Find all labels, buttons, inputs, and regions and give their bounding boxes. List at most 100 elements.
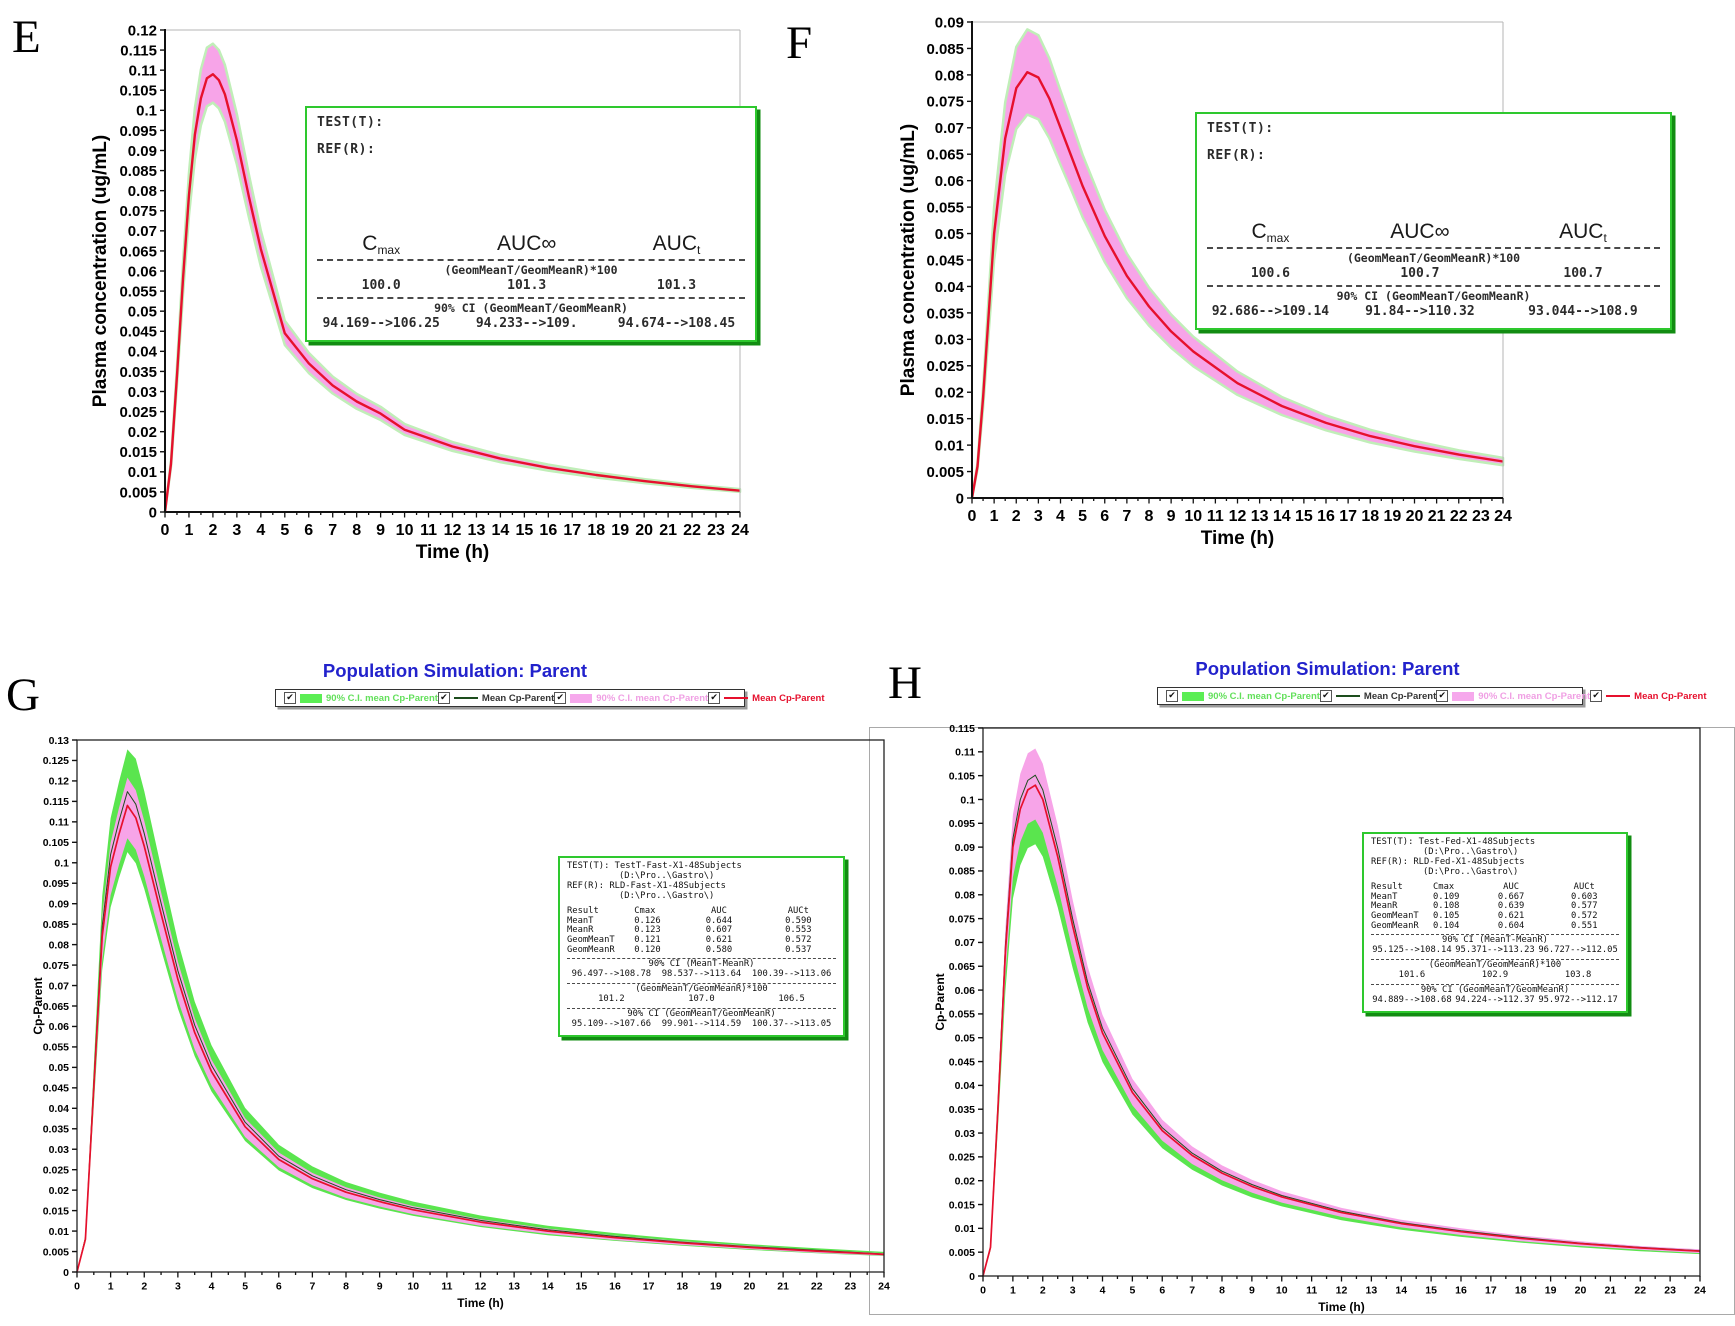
test-label: TEST(T):	[1207, 121, 1274, 136]
svg-text:0.075: 0.075	[43, 960, 69, 972]
stat-value: 107.0	[688, 993, 715, 1004]
svg-text:2: 2	[208, 522, 217, 539]
svg-text:0.11: 0.11	[955, 747, 975, 759]
table-row: MeanT 0.126 0.644 0.590	[567, 916, 836, 927]
svg-text:4: 4	[1100, 1285, 1106, 1297]
legend-item: ✔ 90% C.I. mean Cp-Parent	[284, 692, 438, 704]
stat-value: 100.0	[361, 278, 401, 293]
section-header: (GeomMeanT/GeomMeanR)*100	[317, 259, 745, 277]
svg-text:0.1: 0.1	[54, 858, 69, 870]
stat-value: 94.233-->109.	[475, 316, 578, 331]
column-header-main: C	[1251, 220, 1267, 243]
legend-checkbox[interactable]: ✔	[284, 692, 296, 704]
legend-checkbox[interactable]: ✔	[554, 692, 567, 704]
svg-text:21: 21	[777, 1281, 789, 1293]
svg-text:0.06: 0.06	[955, 985, 976, 997]
svg-text:9: 9	[377, 1281, 383, 1293]
table-header-cell: Result	[1371, 881, 1403, 892]
svg-text:0.02: 0.02	[128, 424, 157, 441]
svg-text:0.11: 0.11	[129, 63, 157, 80]
table-cell: 0.572	[785, 935, 812, 946]
svg-text:15: 15	[576, 1281, 588, 1293]
svg-text:0.075: 0.075	[949, 913, 975, 925]
svg-text:0: 0	[149, 504, 157, 521]
mean-line-G-0	[76, 791, 885, 1273]
svg-text:0.085: 0.085	[119, 163, 157, 180]
stat-value: 92.686-->109.14	[1211, 304, 1330, 319]
column-header-subscript: t	[696, 243, 701, 257]
svg-text:18: 18	[587, 522, 605, 539]
svg-text:0.03: 0.03	[49, 1144, 70, 1156]
table-header-cell: AUCt	[1573, 881, 1595, 892]
chart-panel-F: 0 0.005 0.01 0.015 0.02 0.025 0.03 0.035 0.04 0.0…	[898, 8, 1512, 568]
mean-line-H-1	[982, 784, 1701, 1277]
legend-checkbox[interactable]: ✔	[1319, 690, 1332, 702]
svg-text:20: 20	[744, 1281, 756, 1293]
svg-text:21: 21	[659, 522, 677, 539]
legend-checkbox[interactable]: ✔	[1590, 690, 1603, 702]
legend-checkbox[interactable]: ✔	[1166, 690, 1178, 702]
svg-text:20: 20	[1406, 508, 1424, 525]
stat-value: 100.6	[1250, 266, 1290, 281]
section-values: 101.6 102.9 103.8	[1371, 969, 1619, 982]
svg-text:0.105: 0.105	[949, 770, 975, 782]
metric-column-headers: Cmax AUC∞ AUCt	[1207, 220, 1660, 245]
table-cell: MeanT	[1371, 891, 1398, 902]
svg-text:6: 6	[1159, 1285, 1165, 1297]
svg-text:0.05: 0.05	[49, 1062, 70, 1074]
svg-text:0.015: 0.015	[949, 1199, 975, 1211]
chart-svg-G: 0 0.005 0.01 0.015 0.02 0.025 0.03 0.035 0.04 0.0…	[31, 735, 890, 1310]
ref-line: REF(R): RLD-Fast-X1-48Subjects	[567, 880, 726, 891]
svg-text:13: 13	[1366, 1285, 1378, 1297]
mean-line-E-0	[163, 73, 741, 513]
svg-text:7: 7	[328, 522, 337, 539]
legend-checkbox[interactable]: ✔	[708, 692, 721, 704]
table-cell: 0.105	[1433, 911, 1460, 922]
svg-text:12: 12	[475, 1281, 487, 1293]
stat-value: 106.5	[778, 993, 805, 1004]
stat-value: 103.8	[1564, 969, 1592, 980]
svg-text:0.015: 0.015	[43, 1205, 69, 1217]
svg-text:11: 11	[1207, 508, 1224, 525]
legend-line-swatch	[1335, 695, 1360, 697]
stats-inset-F: TEST(T): REF(R): Cmax AUC∞ AUCt (GeomMeanT/Ge…	[1195, 112, 1672, 330]
svg-text:8: 8	[1145, 508, 1154, 525]
mean-line-G-1	[76, 804, 885, 1273]
svg-text:16: 16	[539, 522, 557, 539]
svg-text:12: 12	[1336, 1285, 1348, 1297]
stat-value: 101.6	[1398, 969, 1426, 980]
svg-text:0.02: 0.02	[49, 1185, 70, 1197]
svg-text:0.075: 0.075	[926, 94, 964, 111]
svg-text:0.04: 0.04	[49, 1103, 70, 1115]
svg-text:17: 17	[643, 1281, 655, 1293]
section-header: (GeomMeanT/GeomMeanR)*100	[1207, 247, 1660, 265]
svg-text:0.04: 0.04	[955, 1080, 976, 1092]
svg-text:0.08: 0.08	[955, 890, 976, 902]
svg-text:20: 20	[635, 522, 653, 539]
y-axis-label-E: Plasma concentration (ug/mL)	[90, 135, 111, 407]
table-row: GeomMeanT 0.121 0.621 0.572	[567, 935, 836, 946]
ref-path: (D:\Pro..\Gastro\)	[1423, 866, 1519, 877]
stat-value: 95.972-->112.17	[1538, 994, 1618, 1005]
stat-value: 100.7	[1563, 266, 1603, 281]
legend-checkbox[interactable]: ✔	[437, 692, 450, 704]
svg-text:0.025: 0.025	[949, 1152, 975, 1164]
table-cell: GeomMeanR	[567, 945, 615, 956]
section-header: (GeomMeanT/GeomMeanR)*100	[1371, 958, 1619, 971]
chart-title-G: Population Simulation: Parent	[322, 660, 588, 681]
svg-text:24: 24	[731, 522, 749, 539]
svg-text:16: 16	[609, 1281, 621, 1293]
svg-text:0.08: 0.08	[128, 183, 157, 200]
svg-text:5: 5	[280, 522, 289, 539]
legend-checkbox[interactable]: ✔	[1436, 690, 1449, 702]
svg-text:8: 8	[1219, 1285, 1225, 1297]
legend-line-swatch	[453, 697, 478, 699]
table-cell: 0.621	[1497, 911, 1525, 922]
svg-text:0.085: 0.085	[43, 919, 69, 931]
stat-value: 94.224-->112.37	[1455, 994, 1535, 1005]
svg-text:0.055: 0.055	[119, 283, 157, 300]
chart-panel-G: 0 0.005 0.01 0.015 0.02 0.025 0.03 0.035 0.04 0.0…	[30, 726, 892, 1318]
table-cell: GeomMeanR	[1371, 921, 1419, 932]
stat-value: 94.674-->108.45	[617, 316, 736, 331]
legend-swatch-pink	[1452, 691, 1475, 701]
